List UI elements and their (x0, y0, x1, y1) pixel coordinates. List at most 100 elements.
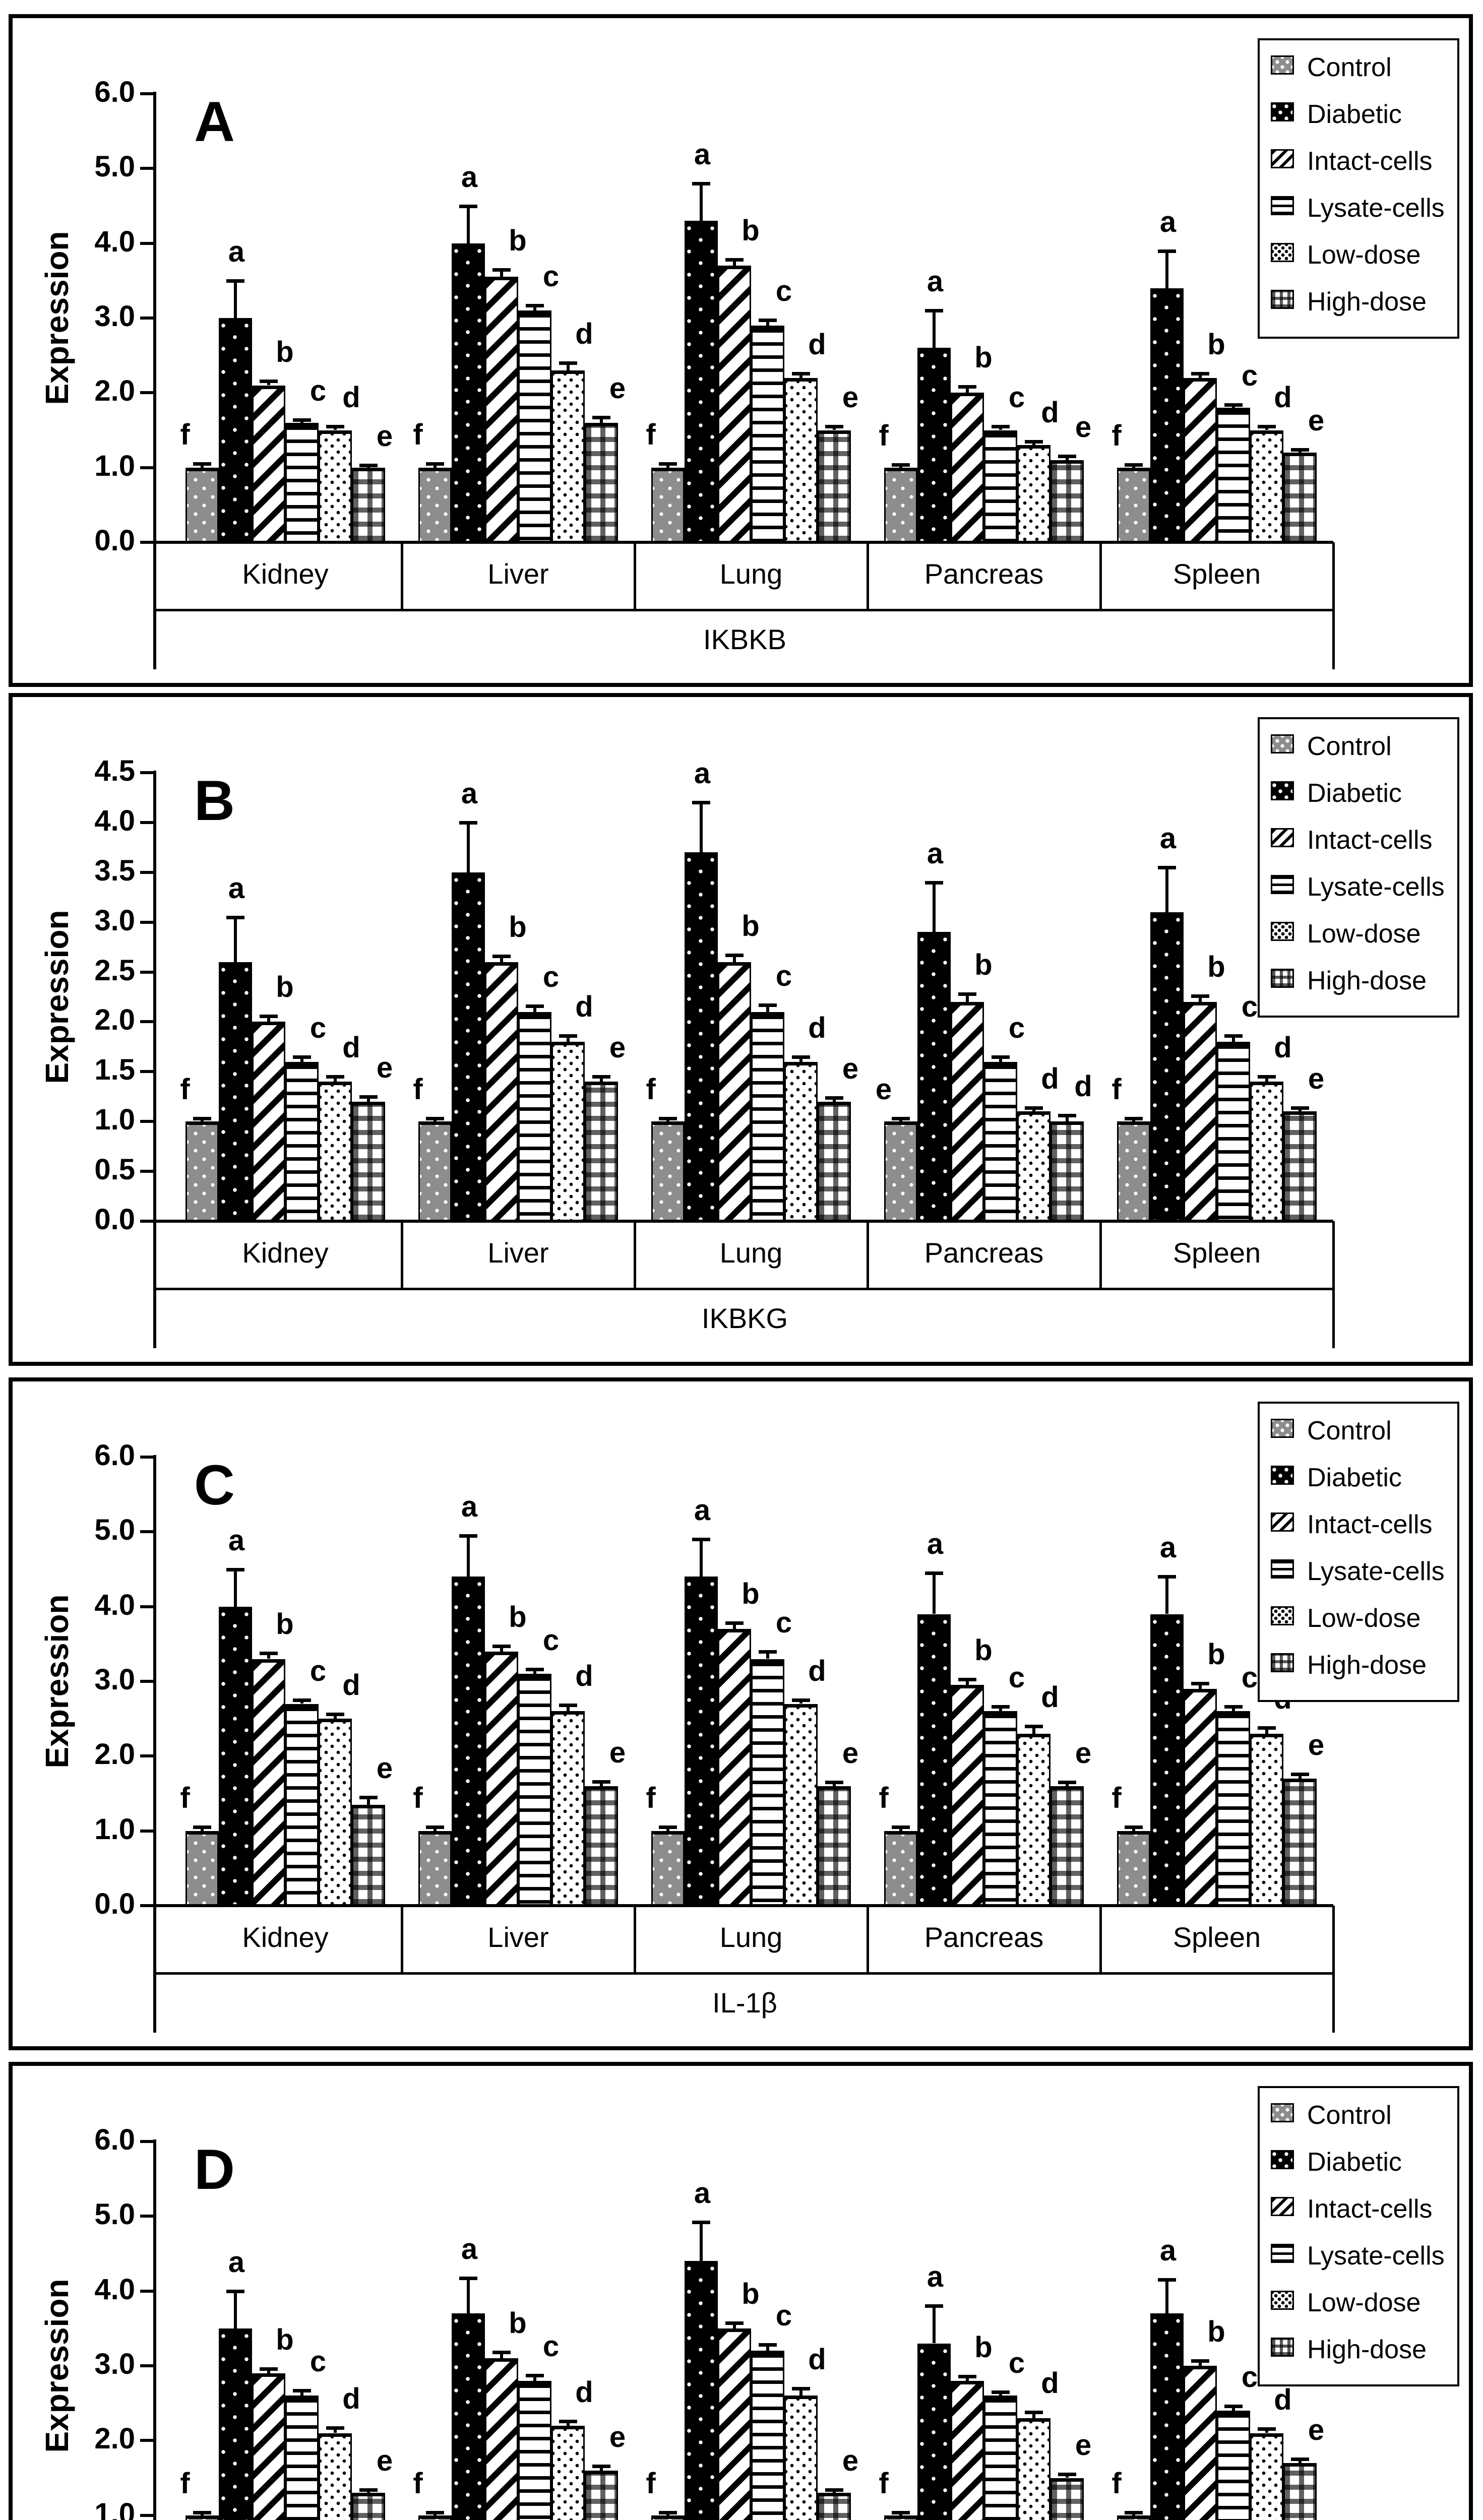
error-bar-cap (1291, 1772, 1309, 1776)
category-label-kidney: Kidney (242, 558, 329, 590)
bar-C-Kidney-Diabetic (219, 1606, 252, 1906)
error-bar-cap (592, 2464, 610, 2468)
legend-item-control: Control (1260, 54, 1457, 81)
y-tick-label: 6.0 (94, 1439, 135, 1472)
y-tick (140, 821, 153, 824)
sig-letter-e: e (609, 2420, 626, 2453)
bar-A-Pancreas-Intact-cells (951, 393, 984, 542)
sig-letter-e: e (1308, 1062, 1325, 1095)
y-tick-label: 3.0 (94, 300, 135, 333)
error-bar-line (267, 1653, 270, 1659)
error-bar-line (1199, 1683, 1202, 1689)
bar-D-Spleen-Lysate-cells (1217, 2411, 1250, 2520)
error-bar-line (334, 2428, 337, 2433)
y-tick (140, 1220, 153, 1223)
legend-label-high: High-dose (1307, 966, 1427, 995)
legend-item-lysate: Lysate-cells (1260, 874, 1457, 900)
bar-A-Kidney-Intact-cells (252, 385, 285, 542)
bar-B-Spleen-Control (1117, 1121, 1150, 1221)
error-bar-line (1232, 1036, 1235, 1042)
category-separator (634, 1221, 636, 1288)
error-bar-line (600, 2466, 603, 2471)
category-label-pancreas: Pancreas (924, 1237, 1044, 1269)
legend-item-intact: Intact-cells (1260, 1511, 1457, 1538)
bar-C-Kidney-High-dose (352, 1804, 385, 1906)
bar-B-Kidney-Control (186, 1121, 219, 1221)
bar-C-Lung-High-dose (818, 1786, 851, 1906)
sig-letter-a: a (461, 777, 478, 810)
sig-letter-f: f (646, 1782, 656, 1815)
error-bar-cap (992, 2390, 1010, 2394)
sig-letter-b: b (1207, 1638, 1225, 1671)
y-tick (140, 92, 153, 95)
y-tick-label: 4.5 (94, 754, 135, 787)
bar-A-Kidney-High-dose (352, 467, 385, 542)
legend-item-intact: Intact-cells (1260, 147, 1457, 176)
gene-title-a: IKBKB (703, 623, 786, 655)
y-tick (140, 1904, 153, 1907)
error-bar-cap (825, 2488, 843, 2492)
sig-letter-f: f (180, 418, 190, 452)
category-label-lung: Lung (719, 558, 783, 590)
error-bar-cap (792, 1055, 810, 1059)
error-bar-cap (260, 379, 278, 383)
bar-B-Lung-Low-dose (784, 1061, 818, 1221)
error-bar-line (700, 2222, 703, 2261)
legend-item-diabetic: Diabetic (1260, 2149, 1457, 2175)
error-bar-cap (759, 2343, 777, 2347)
error-bar-line (1066, 1115, 1069, 1122)
error-bar-line (467, 206, 470, 243)
legend: Control Diabetic Intact-cells Lysate-cells L… (1258, 2086, 1459, 2386)
bar-B-Spleen-Diabetic (1150, 912, 1184, 1221)
error-bar-cap (1191, 994, 1209, 998)
error-bar-cap (659, 1117, 677, 1121)
sig-letter-b: b (1207, 2315, 1225, 2348)
error-bar-cap (1291, 448, 1309, 452)
error-bar-line (1199, 2360, 1202, 2366)
bar-D-Lung-Lysate-cells (751, 2351, 784, 2520)
y-tick (140, 1829, 153, 1833)
error-bar-line (234, 2291, 237, 2328)
error-bar-cap (193, 1825, 211, 1830)
bar-C-Kidney-Intact-cells (252, 1659, 285, 1906)
error-bar-line (1232, 1707, 1235, 1712)
error-bar-cap (1158, 1575, 1176, 1579)
error-bar-cap (692, 182, 710, 185)
bar-D-Kidney-Lysate-cells (285, 2396, 319, 2520)
error-bar-line (533, 2375, 536, 2381)
legend-label-lysate: Lysate-cells (1307, 2241, 1445, 2271)
error-bar-line (267, 381, 270, 386)
legend-item-low: Low-dose (1260, 2290, 1457, 2316)
bar-C-Spleen-High-dose (1283, 1778, 1317, 1906)
category-separator (634, 542, 636, 609)
sig-letter-d: d (575, 2375, 593, 2409)
legend-swatch-intact (1271, 1513, 1294, 1532)
y-tick-label: 4.0 (94, 225, 135, 258)
error-bar-line (1199, 996, 1202, 1002)
error-bar-cap (1058, 2473, 1076, 2477)
bar-C-Kidney-Lysate-cells (285, 1704, 319, 1906)
error-bar-cap (193, 1117, 211, 1121)
error-bar-cap (526, 1668, 544, 1672)
bar-B-Spleen-High-dose (1283, 1111, 1317, 1221)
error-bar-line (799, 1056, 802, 1062)
bar-B-Kidney-Low-dose (319, 1082, 352, 1221)
error-bar-cap (1125, 463, 1143, 467)
legend-swatch-lysate (1271, 2244, 1294, 2263)
bar-B-Kidney-High-dose (352, 1101, 385, 1221)
error-bar-line (933, 310, 936, 348)
legend-label-intact: Intact-cells (1307, 826, 1433, 855)
sig-letter-c: c (310, 1011, 327, 1044)
error-bar-line (766, 320, 769, 326)
error-bar-cap (692, 801, 710, 805)
bar-A-Spleen-Diabetic (1150, 288, 1184, 542)
error-bar-line (467, 2278, 470, 2314)
error-bar-line (600, 1781, 603, 1786)
error-bar-cap (492, 1645, 511, 1649)
error-bar-cap (326, 2426, 344, 2430)
legend-label-intact: Intact-cells (1307, 147, 1433, 176)
error-bar-line (600, 1077, 603, 1082)
bar-A-Liver-Lysate-cells (518, 310, 551, 542)
legend-item-lysate: Lysate-cells (1260, 2241, 1457, 2271)
